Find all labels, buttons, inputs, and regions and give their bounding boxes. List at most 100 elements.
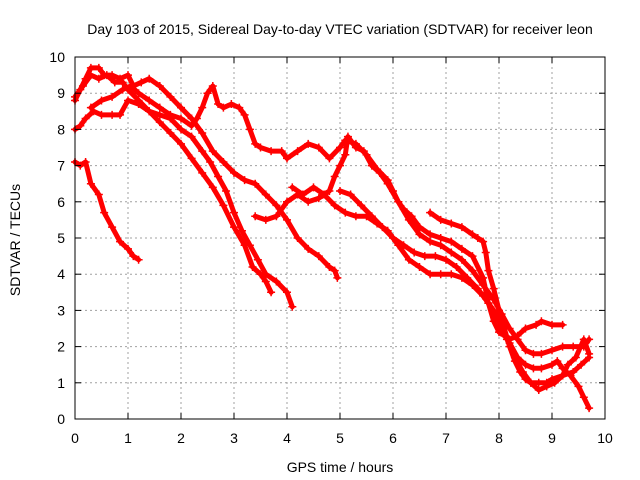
data-point (283, 154, 291, 163)
data-point (248, 262, 257, 271)
data-point (510, 357, 519, 366)
data-point (177, 114, 185, 123)
data-point (245, 241, 254, 250)
data-point (137, 78, 146, 87)
data-point (500, 324, 509, 333)
data-point (166, 110, 175, 119)
data-point (516, 367, 525, 376)
data-point (283, 215, 291, 224)
data-point (521, 360, 530, 369)
data-point (86, 103, 95, 112)
data-point (145, 107, 154, 116)
data-point (314, 194, 323, 203)
data-point (571, 353, 580, 362)
data-point (351, 212, 360, 221)
data-point (521, 375, 530, 384)
data-point (166, 92, 175, 101)
data-point (579, 393, 588, 402)
data-point (116, 237, 125, 246)
data-point (346, 190, 355, 199)
data-point (521, 346, 530, 355)
data-point (577, 360, 586, 369)
data-point (431, 252, 440, 261)
data-point (251, 179, 260, 188)
y-tick-label: 1 (57, 375, 65, 391)
data-point (100, 208, 109, 217)
data-point (304, 197, 313, 206)
x-axis-label: GPS time / hours (287, 459, 394, 475)
data-point (288, 302, 297, 311)
data-point (261, 215, 270, 224)
data-point (267, 147, 276, 156)
data-point (187, 132, 196, 141)
series-layer (71, 63, 594, 413)
data-point (558, 342, 567, 351)
data-point (521, 324, 530, 333)
data-point (129, 252, 138, 261)
data-point (192, 114, 201, 123)
data-point (563, 360, 572, 369)
data-point (468, 252, 477, 261)
data-point (534, 386, 543, 395)
data-point (484, 266, 493, 275)
y-tick-label: 7 (57, 158, 65, 174)
data-point (253, 255, 262, 264)
data-point (473, 234, 482, 242)
data-point (375, 168, 384, 177)
data-point (436, 215, 445, 224)
data-point (219, 201, 228, 210)
data-point (415, 230, 424, 239)
data-point (134, 89, 143, 98)
data-point (240, 176, 249, 185)
data-point (481, 248, 490, 257)
data-point (126, 81, 135, 90)
data-point (537, 317, 546, 326)
data-point (108, 71, 117, 80)
data-point (442, 255, 450, 264)
data-point (110, 78, 119, 87)
data-point (272, 201, 281, 210)
data-point (155, 81, 164, 90)
data-point (256, 143, 265, 152)
data-point (548, 346, 556, 355)
data-point (426, 270, 435, 279)
data-point (585, 353, 594, 362)
data-point (325, 186, 334, 195)
data-point (457, 244, 466, 253)
data-point (277, 147, 286, 156)
data-point (526, 378, 535, 387)
data-point (214, 100, 223, 109)
data-point (394, 197, 403, 206)
data-point (426, 230, 435, 239)
data-point (426, 208, 435, 217)
data-point (155, 110, 164, 119)
data-point (134, 255, 143, 264)
data-point (389, 234, 397, 242)
data-point (166, 129, 175, 138)
data-point (542, 378, 551, 387)
data-point (283, 288, 291, 297)
data-point (81, 74, 90, 83)
data-point (383, 179, 392, 188)
data-point (529, 349, 538, 358)
data-point (447, 219, 456, 228)
axis-ticks (74, 56, 606, 420)
data-point (94, 63, 103, 72)
data-point (404, 215, 413, 224)
data-point (336, 161, 344, 170)
data-point (288, 183, 297, 192)
data-point (330, 201, 339, 210)
data-point (367, 212, 376, 221)
data-point (124, 244, 132, 253)
data-point (585, 404, 594, 413)
data-point (447, 237, 456, 246)
data-point (155, 118, 164, 127)
data-point (214, 172, 223, 181)
data-point (569, 342, 578, 351)
data-point (304, 139, 313, 148)
x-tick-label: 1 (124, 430, 132, 446)
data-point (272, 277, 281, 286)
data-point (325, 262, 334, 271)
data-point (81, 114, 90, 123)
